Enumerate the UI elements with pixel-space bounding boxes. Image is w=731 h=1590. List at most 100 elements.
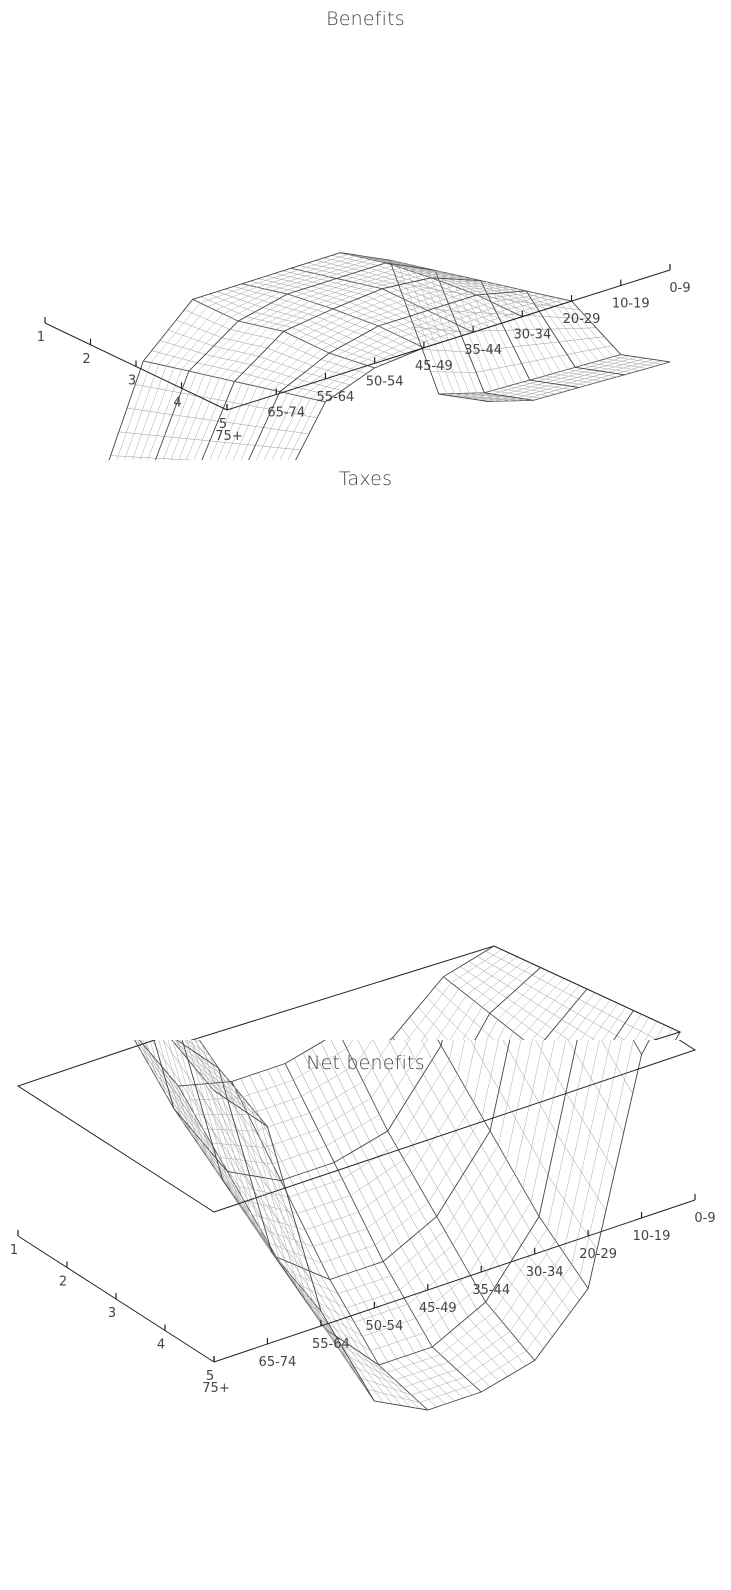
mesh-line [204,1083,402,1406]
mesh-line [162,265,542,460]
mesh-line [135,1040,354,1101]
mesh-line [141,1040,392,1132]
mesh-line [168,329,351,386]
benefits-panel: Benefits 0-9 10-19 20-29 30-34 35-44 45-49 50-… [0,0,731,460]
taxes-surface-chart: 0-910-1920-2930-3435-4445-4950-5455-6465… [190,945,682,1040]
mesh-line [634,1017,650,1040]
mesh-line [209,280,587,460]
mesh-line [217,283,595,460]
mesh-line [256,292,633,460]
y-tick-label: 4 [157,1338,165,1353]
x-tick-label: 50-54 [366,374,404,389]
mesh-line [158,1040,454,1198]
net-benefits-panel: Net benefits 0-9 10-19 20-29 30-34 35-44 45-4… [0,1040,731,1590]
mesh-line [191,1040,533,1309]
taxes-panel: Taxes 0-910-1920-2930-3435-4445-4950-545… [0,460,731,1040]
mesh-line [430,345,613,373]
mesh-line [138,1040,327,1087]
mesh-line [248,290,625,460]
y-tick-label: 2 [59,1275,67,1290]
chart-title: Net benefits [306,1052,425,1074]
mesh-line [175,1040,286,1189]
mesh-line [389,945,495,1040]
mesh-line [186,1040,567,1352]
x-tick-label: 10-19 [612,297,650,312]
mesh-line [543,988,588,1040]
mesh-line [177,1040,499,1264]
mesh-line [632,1040,642,1055]
mesh-line [116,254,496,460]
mesh-line [198,1040,268,1127]
mesh-line [159,340,342,391]
mesh-line [420,1040,580,1301]
mesh-line [222,1082,420,1409]
y-tick-label: 3 [128,374,136,389]
mesh-line [476,956,625,1040]
mesh-line [417,1007,449,1040]
mesh-line [124,255,504,460]
x-tick-label: 75+ [215,429,242,444]
mesh-line [181,1040,511,1280]
mesh-line [462,963,533,1040]
y-tick-label: 5 [219,417,227,432]
mesh-line [446,355,630,396]
x-tick-label: 20-29 [563,312,601,327]
y-tick-label: 5 [206,1369,214,1384]
mesh-line [163,1040,466,1214]
mesh-line [149,1040,428,1165]
mesh-line [225,285,602,460]
mesh-line [175,1040,224,1097]
mesh-line [474,967,541,1040]
x-tick-label: 55-64 [317,390,355,405]
mesh-line [449,960,526,1040]
mesh-line [195,1040,544,1323]
chart-title: Taxes [338,468,393,490]
mesh-line [497,974,557,1040]
y-tick-label: 1 [10,1243,18,1258]
mesh-line [213,1040,650,1411]
mesh-line [421,952,510,1040]
mesh-line [154,262,534,460]
reference-plane [16,1040,697,1213]
mesh-line [468,961,596,1040]
x-tick-label: 50-54 [365,1319,403,1334]
mesh-line [655,1024,665,1040]
x-tick-label: 55-64 [312,1337,350,1352]
mesh-line [187,1040,277,1158]
axes: 0-9 10-19 20-29 30-34 35-44 45-49 50-54 55-64 65… [37,264,691,444]
mesh-line [531,985,580,1040]
surface-mesh [134,1040,650,1411]
surface-mesh [108,252,671,460]
reference-plane [190,945,682,1040]
mesh-line [205,1040,634,1403]
mesh-line [519,981,572,1040]
mesh-line [186,1040,522,1295]
mesh-line [201,277,580,460]
mesh-line [311,1047,509,1377]
mesh-line [271,295,648,460]
x-tick-label: 35-44 [464,343,502,358]
mesh-line [189,1040,612,1388]
y-tick-label: 2 [82,352,90,367]
mesh-line [139,259,519,460]
mesh-line [132,257,511,460]
mesh-line [172,1040,488,1247]
mesh-line [232,287,610,460]
x-tick-label: 45-49 [415,359,453,374]
chart-title: Benefits [326,8,405,30]
mesh-line [438,354,621,395]
y-tick-label: 3 [108,1306,116,1321]
mesh-line [142,1040,313,1281]
net-benefits-surface-chart: 0-9 10-19 20-29 30-34 35-44 45-49 50-54 55-64 65… [10,1040,716,1411]
mesh-line [193,275,572,460]
mesh-line [181,1040,600,1381]
mesh-line [178,270,557,460]
surface-mesh [389,945,681,1040]
mesh-line [580,999,611,1040]
mesh-line [479,360,662,401]
axes: 0-9 10-19 20-29 30-34 35-44 45-49 50-54 55-64 65… [10,1194,716,1396]
mesh-line [406,949,502,1040]
mesh-line [147,260,526,460]
x-axis-line [226,269,671,411]
x-tick-label: 30-34 [513,328,551,343]
